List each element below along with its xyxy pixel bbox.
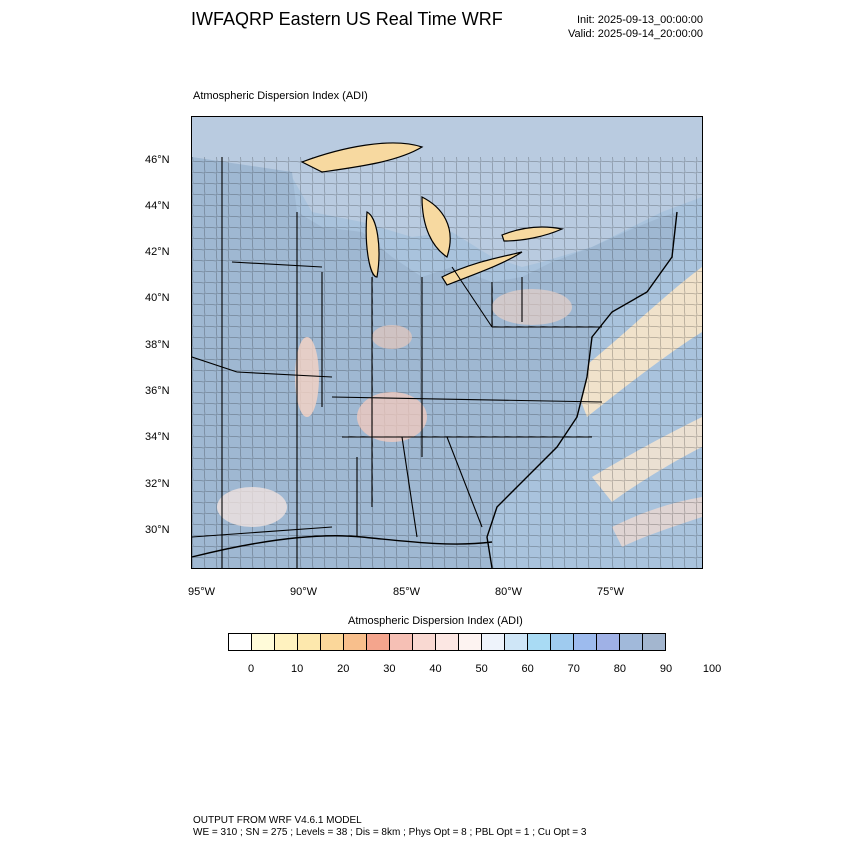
- gulf-coastline: [192, 535, 493, 558]
- colorbar-swatch: [597, 634, 620, 650]
- warm-patch-3: [217, 487, 287, 527]
- lat-label-44: 44°N: [145, 200, 170, 212]
- adi-map: [191, 116, 703, 569]
- lake-erie: [441, 251, 523, 286]
- warm-patch-4: [492, 289, 572, 325]
- colorbar-swatch: [252, 634, 275, 650]
- lat-label-42: 42°N: [145, 246, 170, 258]
- colorbar-swatch: [551, 634, 574, 650]
- colorbar-swatch: [459, 634, 482, 650]
- colorbar-tick-label: 100: [702, 663, 722, 675]
- lon-label-80: 80°W: [495, 586, 523, 598]
- colorbar-tick-label: 30: [383, 663, 396, 675]
- model-settings: WE = 310 ; SN = 275 ; Levels = 38 ; Dis …: [193, 827, 587, 838]
- lon-label-85: 85°W: [393, 586, 421, 598]
- coastline: [486, 211, 678, 568]
- lat-label-32: 32°N: [145, 478, 170, 490]
- colorbar-swatch: [229, 634, 252, 650]
- colorbar: [228, 633, 666, 651]
- colorbar-swatch: [275, 634, 298, 650]
- state-borders: [192, 157, 603, 568]
- lat-label-40: 40°N: [145, 292, 170, 304]
- map-subtitle: Atmospheric Dispersion Index (ADI): [193, 90, 368, 102]
- map-canvas: [192, 117, 702, 568]
- lat-label-38: 38°N: [145, 339, 170, 351]
- lake-huron: [421, 196, 451, 258]
- lon-label-95: 95°W: [188, 586, 216, 598]
- init-time: Init: 2025-09-13_00:00:00: [577, 14, 703, 26]
- colorbar-tick-label: 20: [337, 663, 350, 675]
- warm-patch-5: [372, 325, 412, 349]
- lake-michigan: [365, 211, 380, 278]
- lat-label-30: 30°N: [145, 524, 170, 536]
- colorbar-swatch: [505, 634, 528, 650]
- colorbar-swatch: [390, 634, 413, 650]
- colorbar-tick-label: 70: [567, 663, 580, 675]
- lon-label-90: 90°W: [290, 586, 318, 598]
- colorbar-swatch: [413, 634, 436, 650]
- model-version: OUTPUT FROM WRF V4.6.1 MODEL: [193, 815, 362, 826]
- lat-label-36: 36°N: [145, 385, 170, 397]
- model-info: OUTPUT FROM WRF V4.6.1 MODEL WE = 310 ; …: [193, 815, 586, 839]
- colorbar-swatch: [620, 634, 643, 650]
- colorbar-title: Atmospheric Dispersion Index (ADI): [348, 615, 523, 627]
- colorbar-swatch: [574, 634, 597, 650]
- lake-superior: [300, 142, 424, 173]
- colorbar-tick-label: 90: [659, 663, 673, 675]
- colorbar-tick-label: 0: [247, 663, 255, 675]
- warm-patch-2: [357, 392, 427, 442]
- colorbar-swatch: [482, 634, 505, 650]
- colorbar-tick-label: 40: [429, 663, 442, 675]
- colorbar-tick-label: 80: [613, 663, 627, 675]
- colorbar-swatch: [367, 634, 390, 650]
- run-times: Init: 2025-09-13_00:00:00 Valid: 2025-09…: [568, 13, 703, 41]
- colorbar-swatch: [528, 634, 551, 650]
- valid-time: Valid: 2025-09-14_20:00:00: [568, 28, 703, 40]
- colorbar-swatch: [298, 634, 321, 650]
- warm-patch-1: [295, 337, 319, 417]
- colorbar-tick-label: 10: [291, 663, 304, 675]
- colorbar-swatch: [436, 634, 459, 650]
- colorbar-tick-label: 60: [521, 663, 534, 675]
- colorbar-tick-label: 50: [475, 663, 488, 675]
- colorbar-swatch: [344, 634, 367, 650]
- colorbar-swatch: [643, 634, 665, 650]
- lon-label-75: 75°W: [597, 586, 625, 598]
- lat-label-34: 34°N: [145, 431, 170, 443]
- plot-title: IWFAQRP Eastern US Real Time WRF: [191, 9, 503, 29]
- lake-ontario: [501, 226, 564, 242]
- colorbar-swatch: [321, 634, 344, 650]
- lat-label-46: 46°N: [145, 154, 170, 166]
